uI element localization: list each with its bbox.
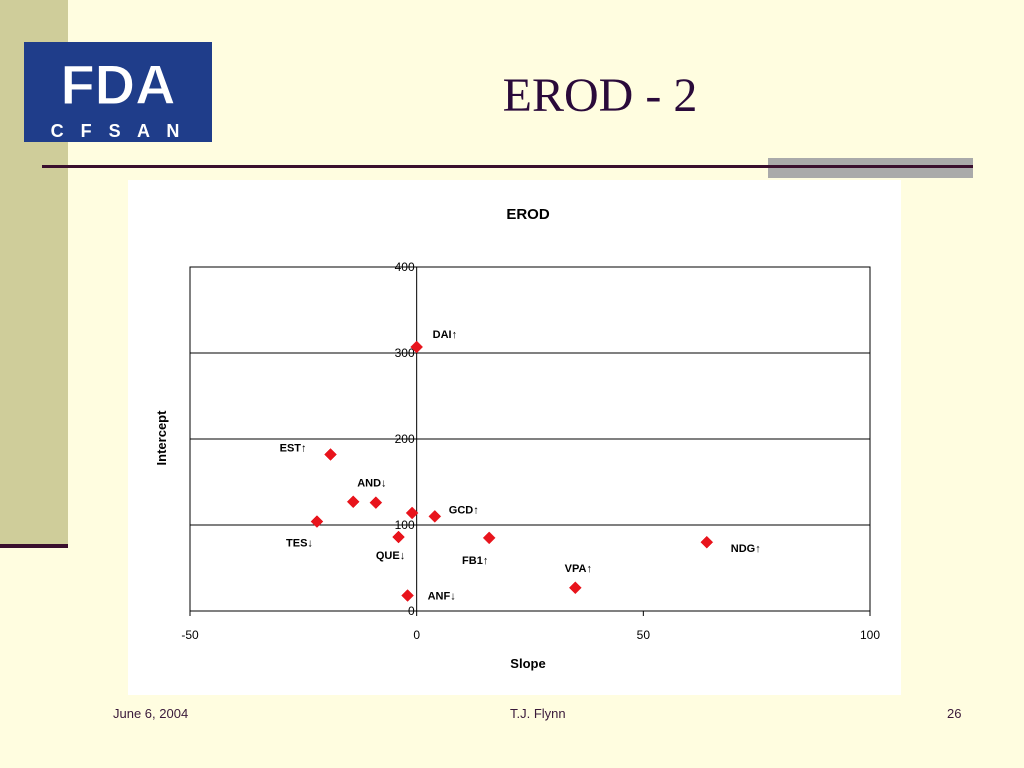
data-point (568, 581, 582, 595)
footer-page-number: 26 (947, 706, 962, 721)
data-label: EST↑ (280, 442, 307, 454)
footer-date: June 6, 2004 (113, 706, 189, 721)
data-label: AND↓ (357, 478, 386, 490)
data-point (346, 495, 360, 509)
y-tick-label: 300 (395, 346, 415, 360)
svg-text:C F S A N: C F S A N (51, 121, 186, 141)
chart-title: EROD (506, 206, 550, 223)
data-point (428, 510, 442, 523)
data-label: DAI↑ (433, 329, 457, 341)
data-label: TES↓ (286, 538, 313, 550)
chart-panel: 0 100 200 300 400 -50 0 50 100 EROD Slope Intercept… (128, 180, 901, 695)
y-tick-label: 100 (395, 518, 415, 532)
x-tick-label: -50 (181, 628, 199, 642)
data-point (410, 340, 424, 354)
x-tick-label: 0 (413, 628, 420, 642)
title-gray-line (768, 165, 973, 168)
x-tick-label: 100 (860, 628, 880, 642)
data-label: GCD↑ (449, 504, 479, 516)
slide-title: EROD - 2 (502, 69, 698, 122)
data-point (369, 496, 383, 509)
data-label: ANF↓ (428, 591, 456, 603)
data-point (700, 535, 714, 549)
title-rule (42, 165, 972, 168)
y-axis-label: Intercept (154, 410, 169, 466)
data-point (310, 515, 324, 528)
data-label: QUE↓ (376, 550, 405, 562)
y-tick-label: 0 (408, 604, 415, 618)
footer-author: T.J. Flynn (510, 706, 566, 721)
x-axis-label: Slope (510, 656, 545, 671)
y-tick-label: 200 (395, 432, 415, 446)
data-point (392, 530, 405, 544)
data-label: NDG↑ (731, 543, 761, 555)
left-band-rule (0, 544, 68, 548)
fda-cfsan-logo: FDA C F S A N (24, 42, 212, 142)
data-point (401, 589, 414, 602)
data-label: VPA↑ (565, 563, 592, 575)
data-point (482, 531, 496, 545)
erod-scatter-chart: 0 100 200 300 400 -50 0 50 100 EROD Slope Intercept… (154, 206, 880, 671)
svg-text:FDA: FDA (60, 53, 175, 116)
title-gray-bar (768, 158, 973, 178)
data-point (405, 506, 419, 520)
data-label: FB1↑ (462, 555, 488, 567)
data-point (324, 448, 337, 461)
x-tick-label: 50 (637, 628, 651, 642)
y-tick-label: 400 (395, 260, 415, 274)
